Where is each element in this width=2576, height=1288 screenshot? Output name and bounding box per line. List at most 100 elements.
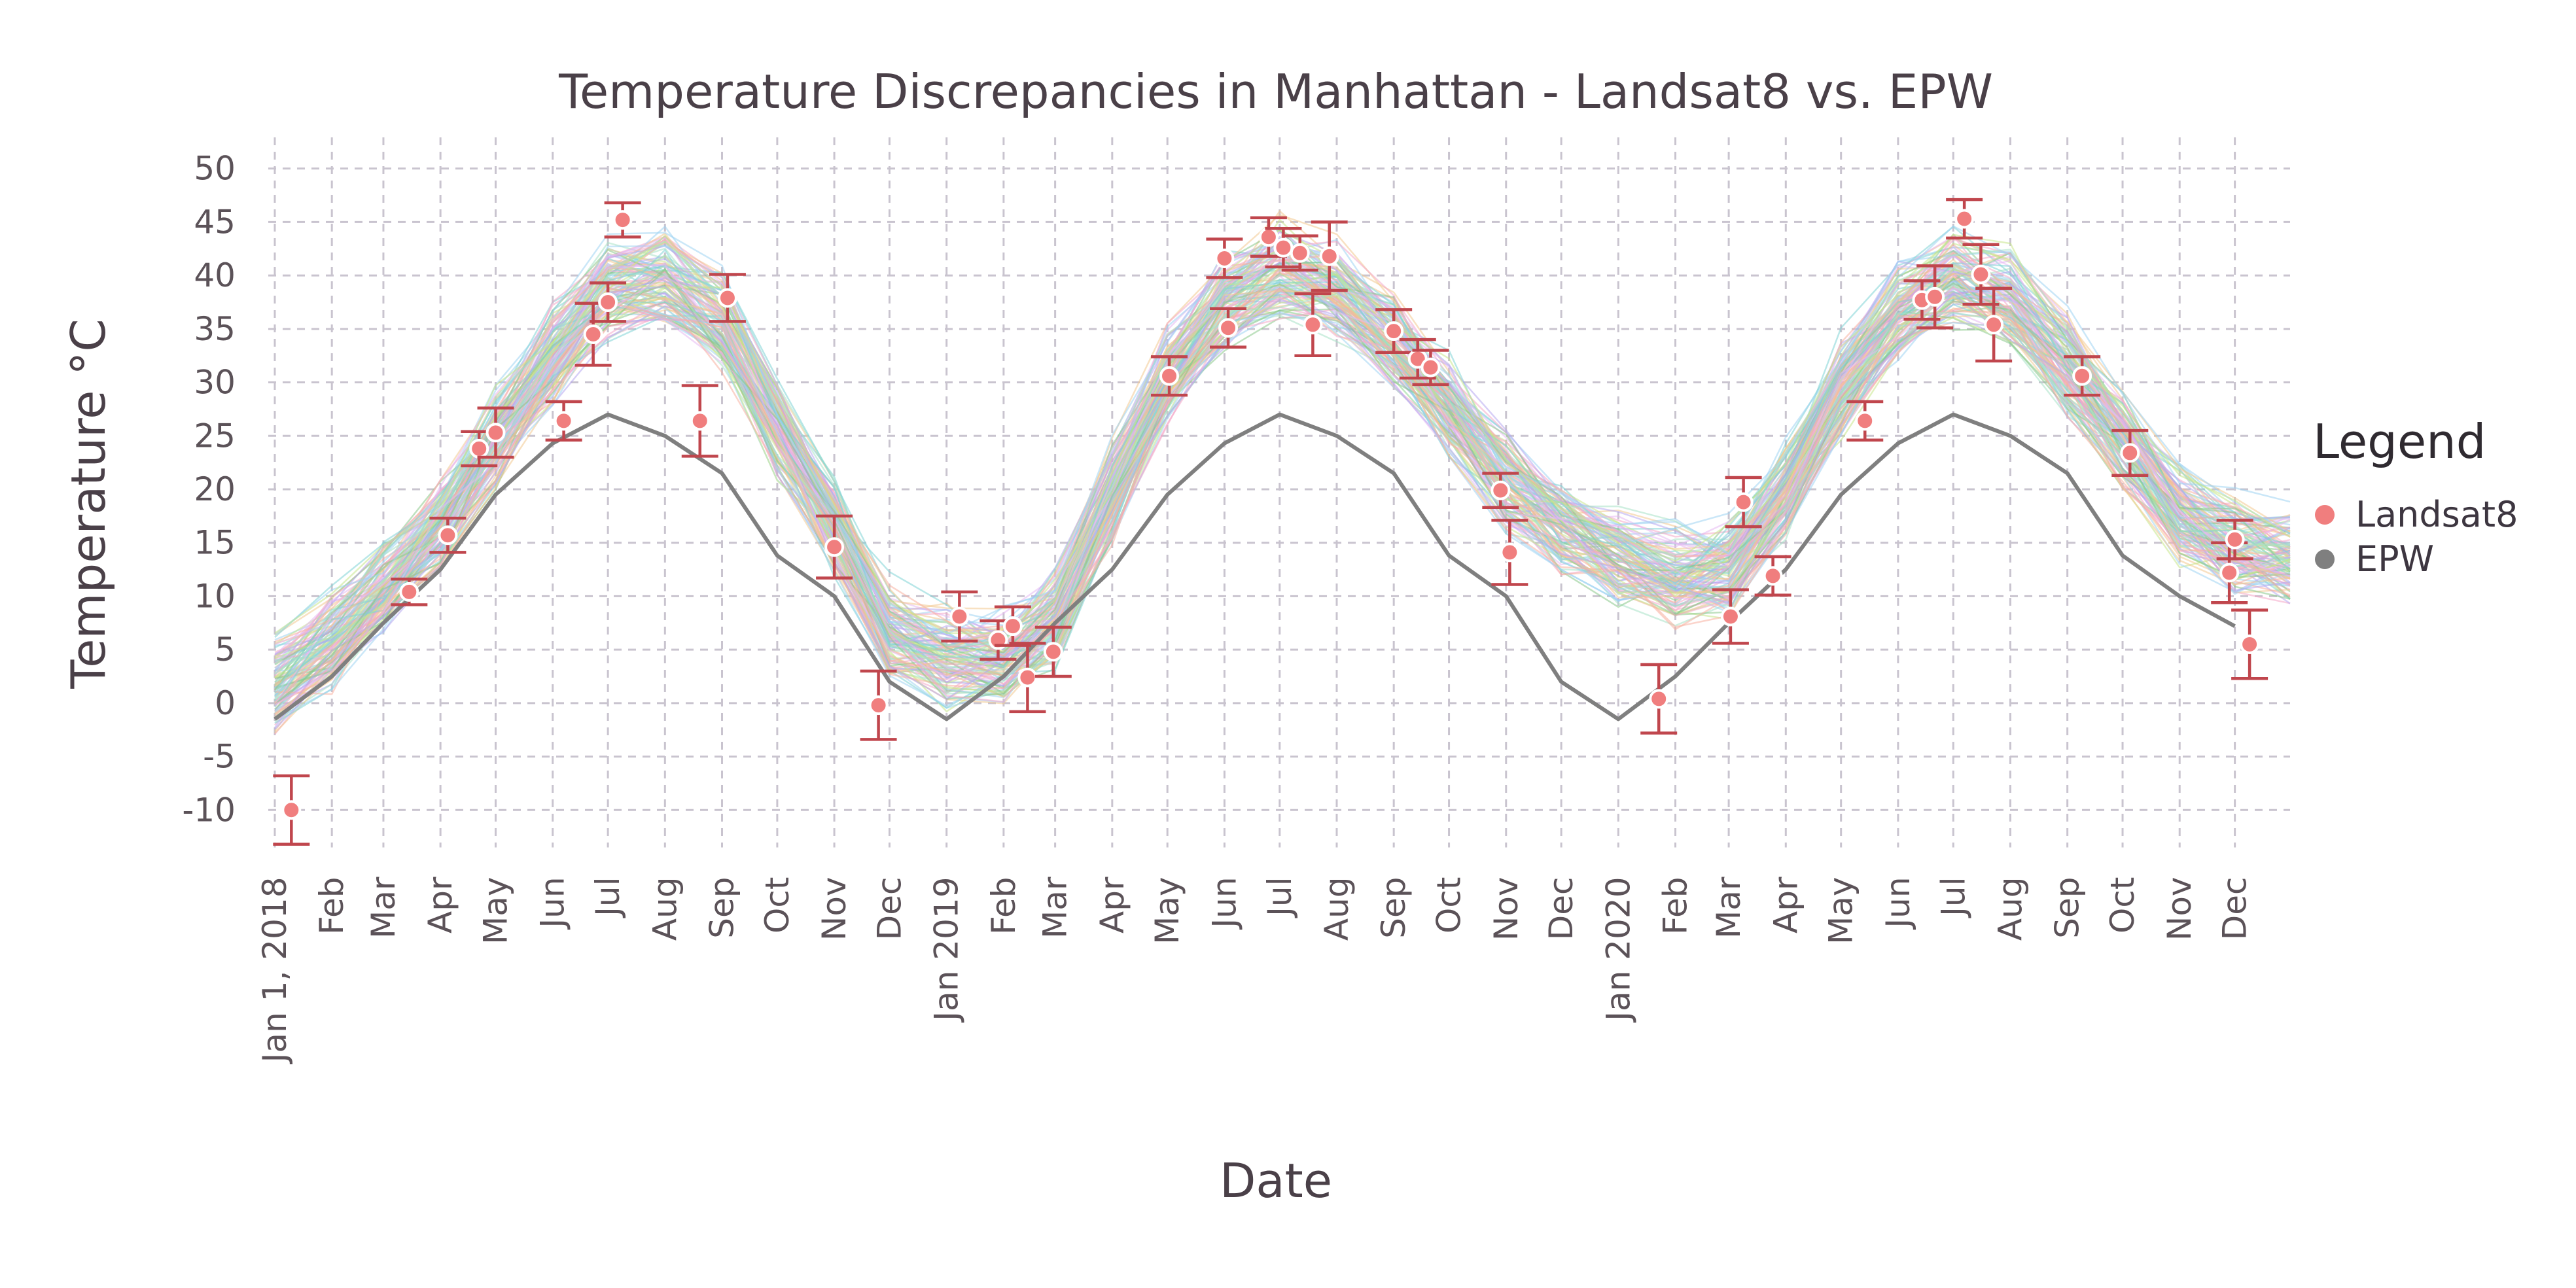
x-tick-label: Mar — [1710, 877, 1748, 939]
data-point — [2120, 443, 2140, 463]
x-tick-label: Apr — [421, 877, 459, 933]
data-point — [485, 423, 506, 443]
x-tick-label: May — [1822, 877, 1860, 944]
epw-line — [273, 412, 2236, 722]
legend-title: Legend — [2313, 414, 2486, 469]
x-tick-label: Aug — [646, 877, 684, 941]
x-tick-label: Aug — [1991, 877, 2029, 941]
landsat8-point — [2216, 519, 2253, 561]
data-point — [1984, 315, 2004, 335]
landsat8-point — [1009, 642, 1046, 714]
data-point — [1500, 542, 1520, 563]
landsat8-point — [979, 619, 1017, 661]
data-point — [2219, 563, 2240, 583]
landsat8-point — [1725, 476, 1762, 529]
landsat8-point — [1265, 226, 1302, 269]
data-point — [438, 525, 458, 546]
epw-series — [273, 412, 2236, 722]
data-point — [1491, 480, 1511, 500]
data-point — [2072, 366, 2092, 386]
landsat8-point — [1754, 555, 1791, 597]
data-point — [281, 800, 302, 820]
data-point — [1971, 264, 1991, 285]
data-point — [1384, 321, 1404, 341]
x-tick-label: Dec — [1542, 877, 1580, 940]
data-point — [1925, 287, 1945, 307]
x-tick-label: Aug — [1318, 877, 1356, 941]
landsat8-point — [681, 384, 718, 458]
landsat8-point — [1491, 519, 1528, 586]
x-tick-label: Dec — [2216, 877, 2254, 940]
legend: Legend Landsat8 EPW — [2313, 414, 2518, 580]
y-tick-label: 45 — [194, 203, 236, 241]
landsat8-point — [1034, 625, 1072, 678]
x-tick-label: Jun — [1879, 877, 1917, 930]
landsat8-point — [429, 516, 467, 554]
x-tick-label: Jun — [534, 877, 572, 930]
landsat8-point — [1946, 198, 1983, 240]
data-point — [824, 537, 845, 557]
landsat8-point — [1846, 400, 1884, 442]
data-point — [554, 411, 574, 431]
y-tick-label: 25 — [194, 417, 236, 455]
data-point — [1214, 248, 1235, 268]
landsat8-point — [709, 273, 746, 323]
x-axis-label: Date — [1220, 1153, 1332, 1208]
x-tick-label: Sep — [1375, 877, 1413, 938]
legend-epw-label: EPW — [2355, 538, 2434, 580]
landsat8-point — [1151, 355, 1188, 397]
landsat8-point — [461, 430, 498, 468]
data-point — [1649, 689, 1669, 709]
landsat8-point — [1482, 472, 1519, 510]
x-tick-label: Feb — [985, 877, 1023, 935]
landsat8-point — [1210, 307, 1247, 349]
landsat8-point — [941, 590, 978, 643]
legend-landsat8-label: Landsat8 — [2355, 494, 2518, 535]
x-tick-label: Nov — [2161, 877, 2198, 941]
landsat8-point — [590, 281, 627, 323]
data-point — [1258, 227, 1279, 247]
x-tick-label: Oct — [758, 877, 796, 933]
data-point — [469, 438, 489, 459]
landsat8-point — [574, 302, 612, 367]
data-point — [2240, 634, 2260, 654]
legend-landsat8-marker — [2315, 505, 2335, 525]
x-tick-label: May — [1148, 877, 1186, 944]
x-tick-label: Nov — [1487, 877, 1525, 941]
data-point — [1002, 616, 1023, 636]
x-tick-label: Mar — [364, 877, 402, 939]
x-tick-label: May — [477, 877, 515, 944]
x-tick-label: Jul — [1934, 877, 1972, 918]
data-point — [949, 606, 970, 627]
background-trace — [274, 281, 2291, 709]
landsat8-point — [477, 406, 514, 459]
x-axis-ticks: Jan 1, 2018 Feb Mar Apr May Jun Jul Aug Sep Oct No… — [256, 877, 2254, 1064]
x-tick-label: Mar — [1036, 877, 1074, 939]
legend-epw-marker — [2315, 549, 2335, 569]
landsat8-point — [860, 669, 897, 741]
data-point — [1733, 492, 1754, 512]
landsat8-point — [1640, 663, 1678, 735]
x-tick-label: Jul — [1261, 877, 1299, 918]
y-tick-label: 50 — [194, 150, 236, 188]
x-tick-label: Jul — [589, 877, 627, 918]
landsat8-point — [391, 578, 428, 606]
data-point — [399, 582, 419, 602]
x-tick-label: Oct — [1430, 877, 1468, 933]
x-tick-label: Jan 2020 — [1599, 877, 1637, 1022]
data-point — [1420, 357, 1441, 377]
data-point — [1218, 318, 1239, 338]
background-trace — [274, 278, 2291, 724]
background-trace — [274, 272, 2291, 693]
data-point — [1159, 366, 1180, 386]
data-point — [868, 695, 889, 716]
data-point — [1043, 642, 1063, 662]
y-tick-label: 0 — [215, 684, 236, 722]
chart-title: Temperature Discrepancies in Manhattan -… — [558, 64, 1993, 119]
landsat8-point — [1281, 234, 1318, 272]
landsat8-point — [1412, 349, 1449, 387]
landsat8-point — [545, 400, 582, 442]
x-tick-label: Jan 2019 — [928, 877, 966, 1022]
y-tick-label: -10 — [182, 791, 236, 829]
x-tick-label: Jan 1, 2018 — [256, 877, 294, 1064]
